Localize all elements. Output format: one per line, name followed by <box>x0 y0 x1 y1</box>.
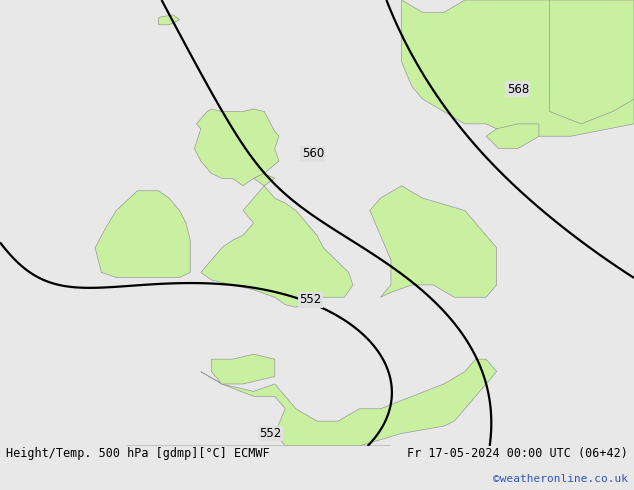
Text: ©weatheronline.co.uk: ©weatheronline.co.uk <box>493 474 628 484</box>
Text: 560: 560 <box>302 147 324 160</box>
Polygon shape <box>486 124 539 148</box>
Polygon shape <box>195 109 279 186</box>
Text: Fr 17-05-2024 00:00 UTC (06+42): Fr 17-05-2024 00:00 UTC (06+42) <box>407 447 628 460</box>
Polygon shape <box>95 191 190 277</box>
Text: 552: 552 <box>259 427 281 440</box>
Polygon shape <box>201 359 496 446</box>
Polygon shape <box>550 0 634 124</box>
Polygon shape <box>158 15 179 25</box>
Text: Height/Temp. 500 hPa [gdmp][°C] ECMWF: Height/Temp. 500 hPa [gdmp][°C] ECMWF <box>6 447 270 460</box>
Text: 568: 568 <box>507 83 529 96</box>
Text: 552: 552 <box>299 293 322 306</box>
Polygon shape <box>370 186 496 297</box>
Polygon shape <box>201 173 353 307</box>
Polygon shape <box>127 446 391 483</box>
Polygon shape <box>211 354 275 384</box>
Polygon shape <box>401 0 634 136</box>
